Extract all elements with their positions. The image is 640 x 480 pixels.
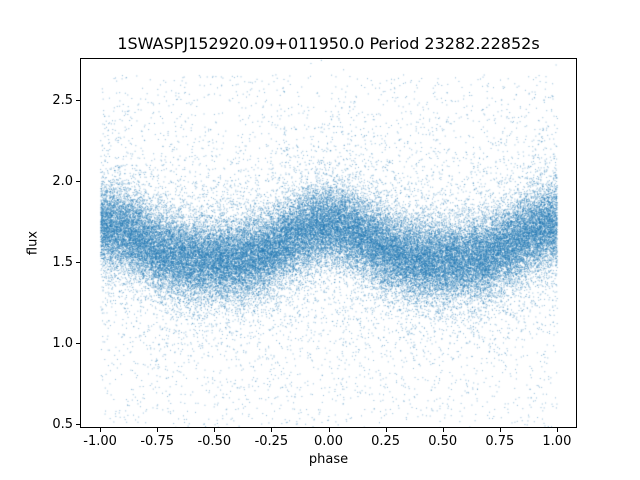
y-tick-label: 1.5 — [52, 255, 73, 271]
x-tick-mark — [214, 428, 216, 432]
x-axis-label: phase — [308, 452, 349, 467]
scatter-canvas — [81, 59, 576, 427]
axes — [80, 58, 577, 428]
y-tick-mark — [76, 100, 80, 102]
x-tick-label: 0.00 — [314, 434, 343, 449]
x-tick-label: 0.25 — [371, 434, 401, 449]
x-tick-label: 0.50 — [428, 434, 458, 449]
x-tick-mark — [442, 428, 444, 432]
x-tick-label: -1.00 — [83, 434, 117, 449]
x-tick-label: 1.00 — [542, 434, 572, 449]
x-tick-mark — [328, 428, 330, 432]
x-tick-mark — [499, 428, 501, 432]
x-tick-label: -0.75 — [140, 434, 174, 449]
y-tick-mark — [76, 262, 80, 264]
x-tick-mark — [385, 428, 387, 432]
x-tick-label: 0.75 — [485, 434, 515, 449]
y-tick-mark — [76, 181, 80, 183]
y-tick-label: 0.5 — [52, 416, 73, 432]
y-tick-label: 1.0 — [52, 335, 73, 351]
y-tick-mark — [76, 423, 80, 425]
y-axis-label: flux — [25, 230, 41, 256]
y-tick-label: 2.5 — [52, 93, 73, 109]
x-tick-mark — [157, 428, 159, 432]
x-tick-mark — [100, 428, 102, 432]
y-tick-label: 2.0 — [52, 174, 73, 190]
x-tick-mark — [271, 428, 273, 432]
y-tick-mark — [76, 342, 80, 344]
x-tick-mark — [556, 428, 558, 432]
x-tick-label: -0.50 — [197, 434, 232, 449]
chart-title: 1SWASPJ152920.09+011950.0 Period 23282.2… — [117, 34, 540, 53]
x-tick-label: -0.25 — [254, 434, 289, 449]
